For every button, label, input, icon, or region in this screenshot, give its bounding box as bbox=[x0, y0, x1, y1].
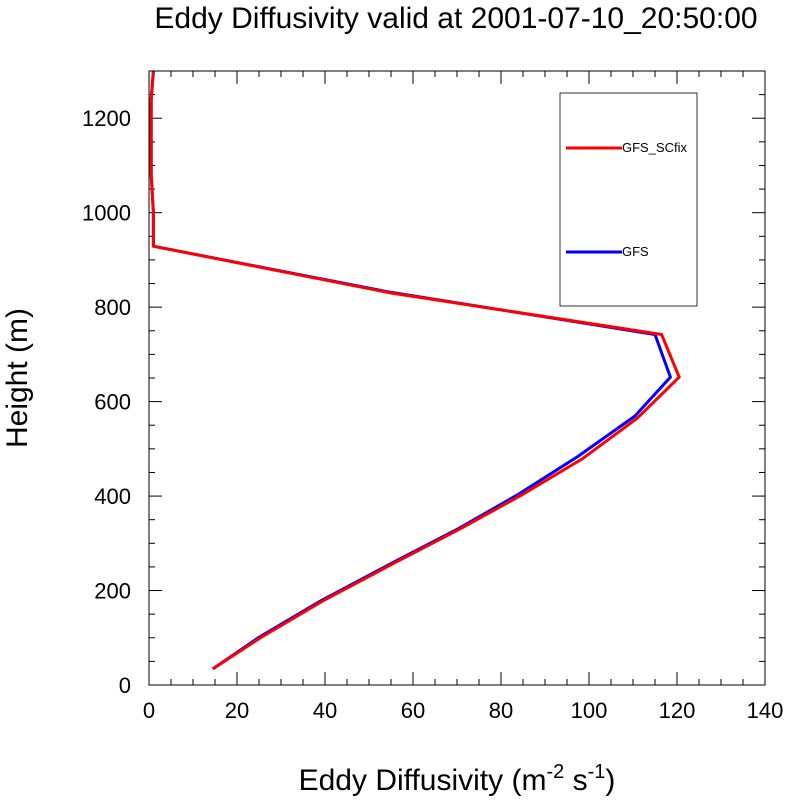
series-line-gfs-scfix bbox=[149, 70, 681, 671]
y-tick-label: 1200 bbox=[82, 106, 131, 131]
x-tick-label: 100 bbox=[571, 698, 608, 723]
x-tick-label: 20 bbox=[225, 698, 249, 723]
x-axis-title-sup1: -2 bbox=[546, 761, 564, 783]
x-tick-label: 60 bbox=[401, 698, 425, 723]
x-tick-label: 0 bbox=[143, 698, 155, 723]
plot-frame bbox=[148, 70, 766, 686]
chart-title: Eddy Diffusivity valid at 2001-07-10_20:… bbox=[154, 2, 757, 35]
legend-label-gfs: GFS bbox=[622, 244, 649, 259]
x-axis-title: Eddy Diffusivity (m-2 s-1) bbox=[299, 761, 616, 797]
x-axis-title-end: ) bbox=[605, 764, 615, 797]
axis-ticks bbox=[148, 70, 766, 686]
y-tick-label: 600 bbox=[94, 390, 131, 415]
y-tick-label: 1000 bbox=[82, 201, 131, 226]
y-tick-label: 400 bbox=[94, 484, 131, 509]
y-axis-title: Height (m) bbox=[1, 308, 34, 448]
x-tick-label: 40 bbox=[313, 698, 337, 723]
y-tick-label: 0 bbox=[119, 673, 131, 698]
legend-box bbox=[559, 92, 698, 307]
y-tick-labels: 0 200 400 600 800 1000 1200 bbox=[82, 106, 131, 698]
legend-label-gfs-scfix: GFS_SCfix bbox=[622, 140, 688, 155]
x-axis-title-mid: s bbox=[564, 764, 587, 797]
x-tick-labels: 0 20 40 60 80 100 120 140 bbox=[143, 698, 783, 723]
series-lines bbox=[149, 70, 681, 671]
y-tick-label: 200 bbox=[94, 579, 131, 604]
x-axis-title-main: Eddy Diffusivity (m bbox=[299, 764, 547, 797]
x-tick-label: 140 bbox=[747, 698, 784, 723]
legend: GFS_SCfix GFS bbox=[559, 92, 698, 307]
x-tick-label: 120 bbox=[659, 698, 696, 723]
x-tick-label: 80 bbox=[489, 698, 513, 723]
y-tick-label: 800 bbox=[94, 295, 131, 320]
x-axis-title-sup2: -1 bbox=[588, 761, 606, 783]
